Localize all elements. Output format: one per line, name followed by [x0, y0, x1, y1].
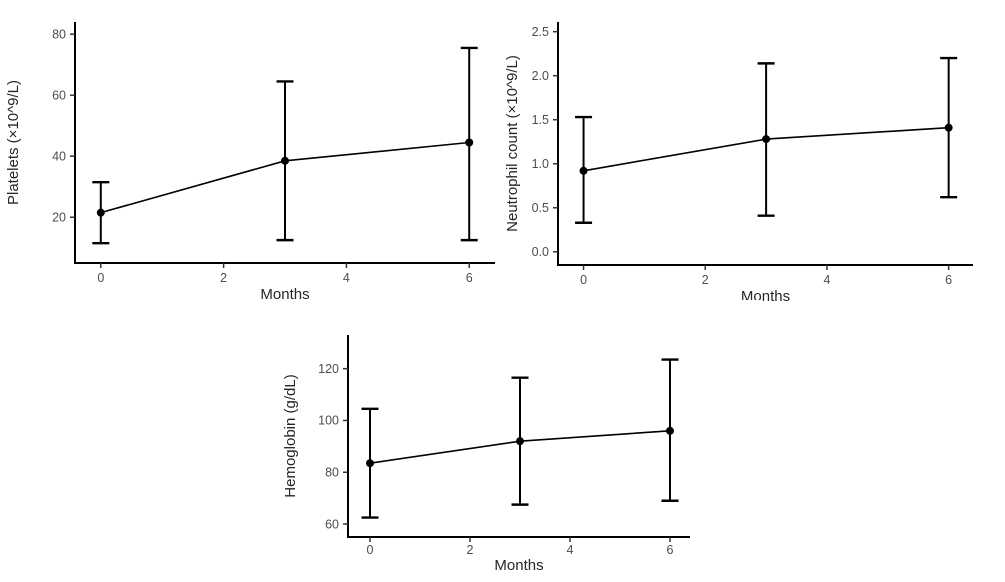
x-tick-label: 2: [702, 273, 709, 287]
x-tick-label: 0: [367, 543, 374, 557]
y-axis-title: Platelets (×10^9/L): [5, 80, 22, 205]
y-tick-label: 100: [318, 414, 339, 428]
data-point: [281, 156, 289, 165]
y-tick-label: 0.0: [532, 245, 549, 259]
x-tick-label: 4: [823, 273, 830, 287]
y-tick-label: 80: [325, 465, 339, 479]
y-tick-label: 20: [52, 210, 66, 224]
axes: 0.0 0.5 1.0 1.5 2.0 2.5 0 2 4 6: [532, 22, 973, 287]
y-tick-label: 2.0: [532, 69, 549, 83]
platelets-chart: 20 40 60 80 0 2 4 6 Platelets (×10^9/L) Months: [0, 0, 502, 308]
x-tick-label: 4: [343, 271, 350, 285]
x-tick-label: 6: [667, 543, 674, 557]
data-point: [96, 208, 105, 217]
data-point: [762, 135, 771, 144]
x-tick-label: 2: [467, 543, 474, 557]
y-axis-title: Neutrophil count (×10^9/L): [504, 55, 521, 232]
y-tick-label: 60: [325, 517, 339, 531]
data-point: [579, 166, 588, 175]
neutrophil-count-chart: 0.0 0.5 1.0 1.5 2.0 2.5 0 2 4 6 Neutrophil count (…: [503, 0, 1005, 308]
y-tick-label: 1.5: [532, 113, 549, 127]
x-tick-label: 4: [567, 543, 574, 557]
data-point: [666, 426, 674, 435]
y-axis-title: Hemoglobin (g/dL): [282, 374, 299, 497]
data-point: [465, 138, 474, 147]
axes: 60 80 100 120 0 2 4 6: [318, 335, 690, 557]
x-axis-title: Months: [494, 557, 543, 574]
x-tick-label: 2: [220, 271, 227, 285]
x-tick-label: 6: [945, 273, 952, 287]
y-tick-label: 40: [52, 149, 66, 163]
data-point: [366, 459, 374, 468]
y-tick-label: 60: [52, 88, 66, 102]
data-point: [944, 123, 953, 132]
y-tick-label: 80: [52, 27, 66, 41]
x-tick-label: 6: [466, 271, 473, 285]
x-axis-title: Months: [260, 286, 309, 303]
y-tick-label: 1.0: [532, 157, 549, 171]
y-tick-label: 0.5: [532, 201, 549, 215]
y-tick-label: 2.5: [532, 25, 549, 39]
y-tick-label: 120: [318, 362, 339, 376]
x-tick-label: 0: [97, 271, 104, 285]
axes: 20 40 60 80 0 2 4 6: [52, 22, 495, 285]
x-tick-label: 0: [580, 273, 587, 287]
hemoglobin-chart: 60 80 100 120 0 2 4 6 Hemoglobin (g/dL) Months: [280, 300, 760, 582]
data-point: [516, 437, 524, 446]
